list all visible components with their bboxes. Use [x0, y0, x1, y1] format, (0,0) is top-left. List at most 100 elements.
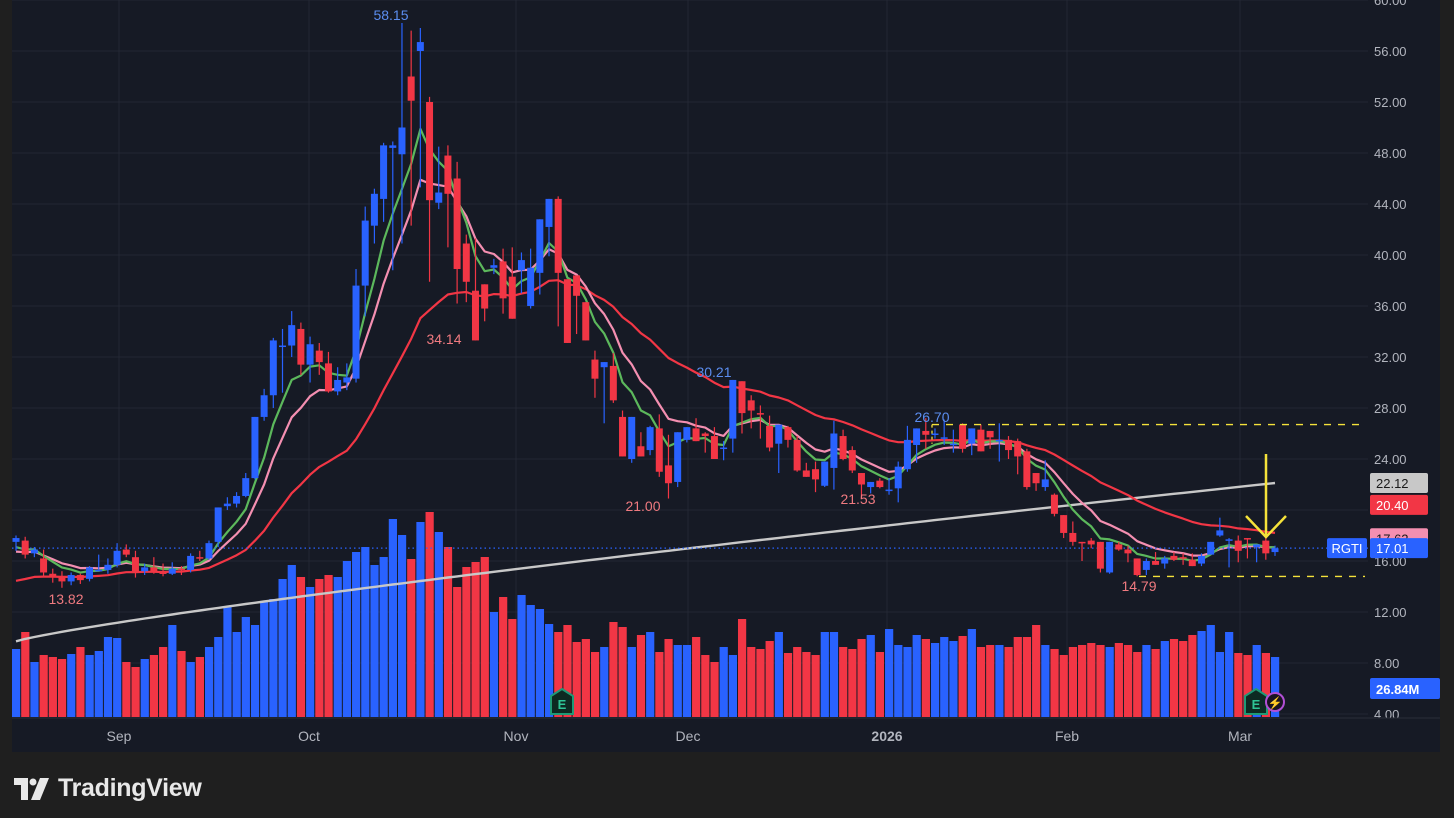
candle-body	[407, 76, 415, 101]
candle-body	[857, 473, 865, 485]
horizontal-levels[interactable]	[931, 423, 1365, 578]
candle-body	[76, 575, 84, 581]
candle-body	[674, 432, 682, 482]
candle-body	[168, 568, 176, 574]
volume-bar	[232, 632, 241, 717]
volume-bar	[655, 652, 664, 717]
candle-body	[471, 290, 479, 341]
volume-bar	[214, 637, 223, 717]
volume-bar	[526, 605, 535, 717]
moving-average-lines	[12, 127, 1368, 643]
price-axis-bg[interactable]	[1368, 0, 1440, 718]
earnings-icon[interactable]	[1244, 687, 1268, 715]
candle-body	[49, 573, 57, 577]
candle-body	[315, 350, 323, 363]
time-label: Oct	[298, 728, 320, 744]
volume-bar	[839, 647, 848, 717]
earnings-icon[interactable]	[550, 687, 574, 715]
candle-body	[1170, 555, 1178, 560]
candle-body	[747, 400, 755, 411]
candle-body	[1253, 544, 1261, 547]
candle-body	[1179, 557, 1187, 559]
candle-body	[903, 439, 911, 470]
candle-body	[95, 569, 103, 572]
volume-tag-text: 26.84M	[1376, 682, 1419, 697]
candle-body	[1243, 538, 1251, 540]
volume-bar	[590, 652, 600, 717]
candle-body	[453, 178, 461, 270]
candle-body	[1087, 540, 1095, 545]
candle-body	[288, 325, 296, 346]
volume-bar	[701, 655, 710, 717]
annotation-low: 21.00	[625, 498, 660, 514]
split-icon[interactable]	[1265, 692, 1285, 712]
candle-body	[1060, 515, 1068, 533]
candle-body	[490, 265, 498, 268]
candle-body	[1197, 555, 1205, 564]
candle-body	[1188, 559, 1196, 567]
candle-body	[352, 285, 360, 379]
candle-body	[1152, 561, 1160, 565]
volume-bar	[1078, 645, 1087, 717]
volume-bar	[636, 635, 646, 717]
candle-body	[104, 564, 112, 570]
candle-body	[86, 567, 94, 579]
symbol-badge[interactable]	[1327, 538, 1367, 559]
volume-bar	[793, 647, 802, 717]
candle-body	[242, 478, 250, 496]
volume-bar	[57, 659, 67, 717]
volume-bar	[581, 639, 590, 717]
price-tick-label: 56.00	[1374, 44, 1407, 59]
price-axis[interactable]: 60.00 56.00 52.00 48.00 44.00 40.00 36.00 32.00…	[1327, 0, 1440, 722]
candle-body	[444, 155, 452, 194]
volume-bar	[545, 624, 554, 717]
annotation-low: 13.82	[48, 591, 83, 607]
candle-body	[701, 433, 709, 437]
price-tick-label: 52.00	[1374, 95, 1407, 110]
volume-bar	[1179, 641, 1188, 717]
candle-body	[269, 340, 277, 396]
ma-slow-price-tag	[1370, 494, 1428, 515]
candle-body	[1032, 473, 1040, 484]
volume-bar	[1188, 635, 1197, 717]
volume-bar	[177, 651, 186, 717]
volume-bar	[103, 637, 113, 717]
price-tick-label: 60.00	[1374, 0, 1407, 8]
candle-body	[756, 413, 764, 415]
volume-bar	[48, 657, 57, 717]
volume-bar	[361, 547, 370, 717]
candle-body	[554, 198, 562, 273]
volume-bar	[370, 565, 379, 717]
candle-body	[343, 377, 351, 383]
volume-bar	[517, 595, 526, 717]
candle-body	[959, 424, 967, 449]
event-markers[interactable]: E E ⚡	[550, 687, 1285, 715]
volume-bar	[489, 612, 499, 717]
candle-body	[481, 284, 489, 309]
volume-bar	[673, 645, 682, 717]
volume-bar	[1142, 645, 1151, 717]
candle-body	[223, 503, 231, 507]
time-axis-bg[interactable]	[12, 718, 1440, 752]
chart-panel[interactable]: 58.15 34.14 30.21 21.00 21.53 26.70 14.79 13.82…	[12, 0, 1440, 752]
candle-body	[720, 447, 728, 450]
volume-bar	[425, 512, 434, 717]
volume-bar	[416, 522, 425, 717]
tradingview-logo-icon	[14, 777, 49, 800]
volume-bar	[67, 654, 76, 717]
tradingview-logo[interactable]: TradingView	[14, 774, 202, 803]
volume-bar	[260, 601, 269, 717]
candle-body	[1133, 558, 1141, 576]
earnings-label: E	[1252, 697, 1261, 712]
volume-tag	[1370, 678, 1440, 699]
volume-bar	[499, 597, 508, 717]
price-tick-label: 24.00	[1374, 452, 1407, 467]
candle-body	[141, 567, 149, 572]
time-axis[interactable]: Sep Oct Nov Dec 2026 Feb Mar	[12, 717, 1440, 752]
volume-bar	[462, 567, 471, 717]
down-arrow-drawing[interactable]	[1245, 454, 1287, 539]
candle-body	[508, 276, 516, 319]
price-chart[interactable]: 58.15 34.14 30.21 21.00 21.53 26.70 14.79 13.82…	[12, 0, 1440, 752]
volume-bar	[986, 645, 995, 717]
price-tick-label: 40.00	[1374, 248, 1407, 263]
